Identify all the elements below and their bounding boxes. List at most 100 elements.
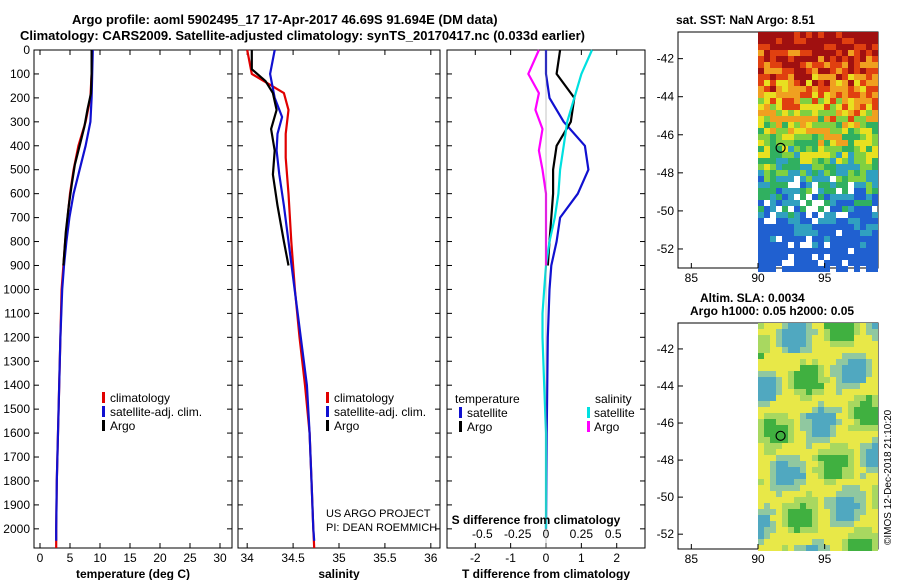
map-cell — [806, 533, 812, 539]
map-cell — [860, 467, 866, 473]
map-cell — [854, 50, 860, 56]
map-cell — [812, 104, 818, 110]
map-cell — [800, 122, 806, 128]
map-cell — [860, 329, 866, 335]
map-cell — [842, 50, 848, 56]
map-cell — [854, 152, 860, 158]
map-cell — [854, 377, 860, 383]
map-cell — [806, 254, 812, 260]
x-tick-label: 0 — [37, 551, 44, 565]
map-cell — [812, 347, 818, 353]
map-cell — [818, 443, 824, 449]
map-cell — [788, 230, 794, 236]
map-cell — [848, 509, 854, 515]
map-cell — [812, 260, 818, 266]
map-cell — [782, 176, 788, 182]
map-cell — [830, 353, 836, 359]
map-cell — [836, 218, 842, 224]
map-cell — [824, 122, 830, 128]
map-cell — [794, 515, 800, 521]
map-cell — [818, 401, 824, 407]
map-cell — [830, 146, 836, 152]
map-cell — [812, 152, 818, 158]
map-cell — [818, 266, 824, 272]
map-cell — [776, 176, 782, 182]
map-cell — [866, 395, 872, 401]
map-cell — [788, 38, 794, 44]
map-cell — [764, 236, 770, 242]
map-cell — [776, 521, 782, 527]
map-cell — [794, 521, 800, 527]
map-cell — [782, 182, 788, 188]
map-cell — [854, 92, 860, 98]
map-cell — [866, 134, 872, 140]
legend-label: climatology — [334, 391, 394, 405]
map-cell — [848, 371, 854, 377]
map-cell — [860, 74, 866, 80]
map-cell — [866, 479, 872, 485]
map-cell — [764, 50, 770, 56]
y-tick-label: 1800 — [3, 474, 30, 488]
map-cell — [788, 353, 794, 359]
map-cell — [794, 413, 800, 419]
map-cell — [794, 92, 800, 98]
map-cell — [854, 212, 860, 218]
map-cell — [866, 341, 872, 347]
map-cell — [764, 104, 770, 110]
map-cell — [854, 503, 860, 509]
map-cell — [806, 329, 812, 335]
map-cell — [788, 266, 794, 272]
map-cell — [794, 218, 800, 224]
map-cell — [872, 461, 878, 467]
map-cell — [830, 92, 836, 98]
map-cell — [830, 359, 836, 365]
map-cell — [842, 401, 848, 407]
map-cell — [758, 140, 764, 146]
map-cell — [806, 545, 812, 551]
map-cell — [806, 335, 812, 341]
map-cell — [764, 515, 770, 521]
map-cell — [836, 353, 842, 359]
map-cell — [758, 80, 764, 86]
map-cell — [788, 395, 794, 401]
map-cell — [794, 74, 800, 80]
map-cell — [788, 383, 794, 389]
map-cell — [854, 38, 860, 44]
map-cell — [848, 515, 854, 521]
map-cell — [848, 212, 854, 218]
map-cell — [848, 353, 854, 359]
map-cell — [806, 383, 812, 389]
map-cell — [788, 527, 794, 533]
map-cell — [872, 497, 878, 503]
map-cell — [776, 389, 782, 395]
map-cell — [806, 539, 812, 545]
map-cell — [812, 44, 818, 50]
map-cell — [866, 377, 872, 383]
map-cell — [872, 74, 878, 80]
map-cell — [758, 158, 764, 164]
map-cell — [776, 152, 782, 158]
map-cell — [842, 164, 848, 170]
map-cell — [824, 545, 830, 551]
map-cell — [758, 437, 764, 443]
map-cell — [794, 461, 800, 467]
map-cell — [860, 431, 866, 437]
map-cell — [872, 86, 878, 92]
map-cell — [758, 86, 764, 92]
map-cell — [770, 164, 776, 170]
series-line — [55, 49, 94, 541]
map-cell — [788, 146, 794, 152]
map-cell — [842, 158, 848, 164]
map-cell — [764, 254, 770, 260]
y-tick-label: -46 — [657, 128, 675, 142]
map-cell — [860, 359, 866, 365]
profile-panel-difference: -2 -1 0 1 2T difference from climatologytemp… — [446, 49, 646, 580]
map-cell — [776, 461, 782, 467]
map-cell — [848, 254, 854, 260]
map-cell — [794, 371, 800, 377]
map-cell — [770, 62, 776, 68]
y-tick-label: 300 — [10, 115, 30, 129]
map-cell — [848, 116, 854, 122]
map-cell — [782, 44, 788, 50]
map-cell — [800, 365, 806, 371]
